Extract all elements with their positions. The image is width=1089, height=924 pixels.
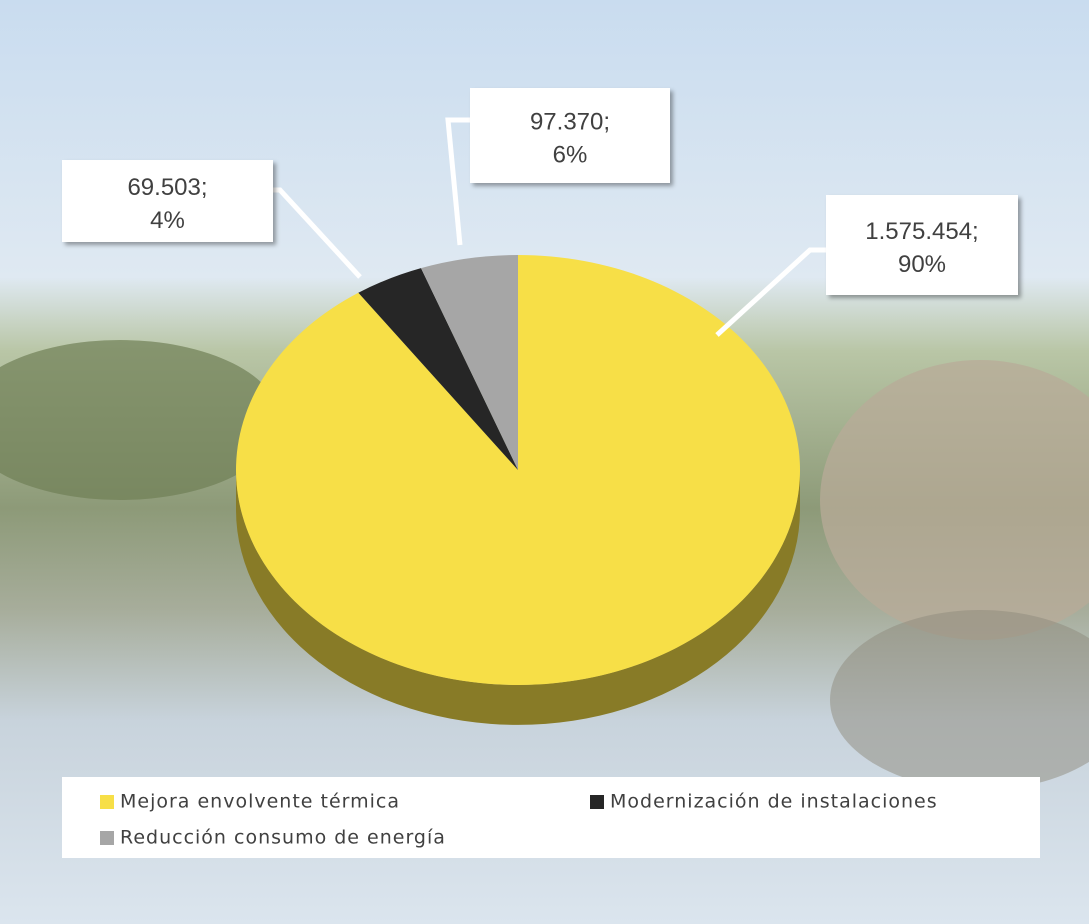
legend-swatch	[100, 831, 114, 845]
data-label: 6%	[553, 142, 588, 169]
data-label: 1.575.454;	[865, 218, 978, 245]
label-box	[470, 88, 670, 183]
pie	[236, 255, 800, 725]
chart: 1.575.454; 90% 69.503; 4% 97.370; 6% Mejora e…	[0, 0, 1089, 924]
data-label: 69.503;	[127, 174, 207, 201]
legend-swatch	[590, 795, 604, 809]
legend-label: Modernización de instalaciones	[610, 791, 938, 813]
label-box	[826, 195, 1018, 295]
legend-swatch	[100, 795, 114, 809]
data-label: 90%	[898, 251, 946, 278]
data-label: 4%	[150, 207, 185, 234]
legend-label: Reducción consumo de energía	[120, 827, 446, 849]
legend-label: Mejora envolvente térmica	[120, 791, 400, 813]
data-label: 97.370;	[530, 109, 610, 136]
